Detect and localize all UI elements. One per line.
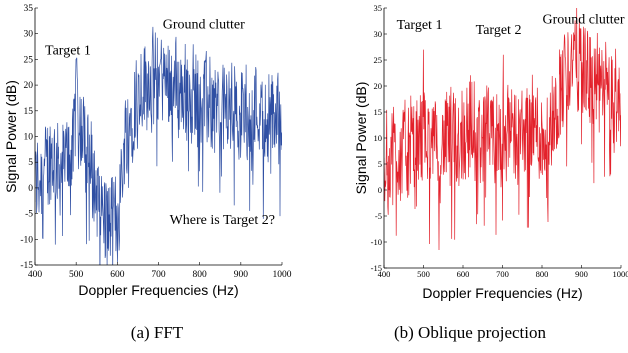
y-tick-label: 5 xyxy=(378,159,382,169)
y-tick-label: 25 xyxy=(374,55,383,65)
y-tick-label: -5 xyxy=(25,210,33,220)
y-axis-label: Signal Power (dB) xyxy=(353,82,369,195)
y-tick-label: 20 xyxy=(374,81,383,91)
panel-caption: (b) Oblique projection xyxy=(394,323,547,342)
annotation-label: Where is Target 2? xyxy=(170,213,275,228)
panel-caption: (a) FFT xyxy=(131,323,184,342)
annotation-label: Target 1 xyxy=(397,18,443,33)
x-tick-label: 400 xyxy=(378,269,391,279)
y-tick-label: -10 xyxy=(371,237,382,247)
x-tick-label: 900 xyxy=(234,270,249,280)
y-tick-label: 0 xyxy=(378,185,382,195)
x-tick-label: 400 xyxy=(28,270,43,280)
y-tick-label: 20 xyxy=(24,81,34,91)
x-tick-label: 600 xyxy=(457,269,470,279)
y-tick-label: 10 xyxy=(374,133,383,143)
x-tick-label: 500 xyxy=(69,270,84,280)
y-tick-label: 15 xyxy=(24,107,34,117)
y-tick-label: -15 xyxy=(371,263,382,273)
y-tick-label: -15 xyxy=(20,261,33,271)
x-tick-label: 900 xyxy=(575,269,588,279)
x-tick-label: 500 xyxy=(417,269,430,279)
chart-panel-oblique: -15 -10 -5 0 5 10 15 20 25 30 35 400 500 600 700 800 900… xyxy=(353,3,628,342)
y-tick-label: -10 xyxy=(20,235,33,245)
x-tick-label: 700 xyxy=(151,270,166,280)
chart-panel-fft: -15 -10 -5 0 5 10 15 20 25 30 35 400 500 600 700 800 900… xyxy=(3,4,292,342)
x-tick-label: 800 xyxy=(193,270,208,280)
signal-series-line xyxy=(35,26,282,265)
x-tick-label: 1000 xyxy=(273,270,292,280)
annotation-label: Target 1 xyxy=(45,43,91,58)
y-tick-label: 35 xyxy=(24,4,34,14)
x-axis-label: Doppler Frequencies (Hz) xyxy=(78,282,238,298)
annotation-label: Ground clutter xyxy=(542,13,624,28)
annotation-label: Target 2 xyxy=(476,23,522,38)
y-tick-label: -5 xyxy=(375,211,382,221)
annotation-label: Ground clutter xyxy=(163,18,245,33)
y-tick-label: 35 xyxy=(374,3,383,13)
x-tick-label: 600 xyxy=(110,270,125,280)
y-tick-label: 0 xyxy=(28,184,33,194)
y-tick-label: 15 xyxy=(374,107,383,117)
x-tick-label: 700 xyxy=(496,269,509,279)
signal-series-line xyxy=(384,8,621,251)
y-tick-label: 30 xyxy=(24,30,34,40)
y-tick-label: 5 xyxy=(28,158,33,168)
y-tick-label: 30 xyxy=(374,29,383,39)
x-tick-label: 800 xyxy=(536,269,549,279)
y-tick-label: 10 xyxy=(24,133,34,143)
y-axis-label: Signal Power (dB) xyxy=(3,80,19,193)
x-axis-label: Doppler Frequencies (Hz) xyxy=(422,285,582,301)
y-tick-label: 25 xyxy=(24,55,34,65)
x-tick-label: 1000 xyxy=(613,269,628,279)
